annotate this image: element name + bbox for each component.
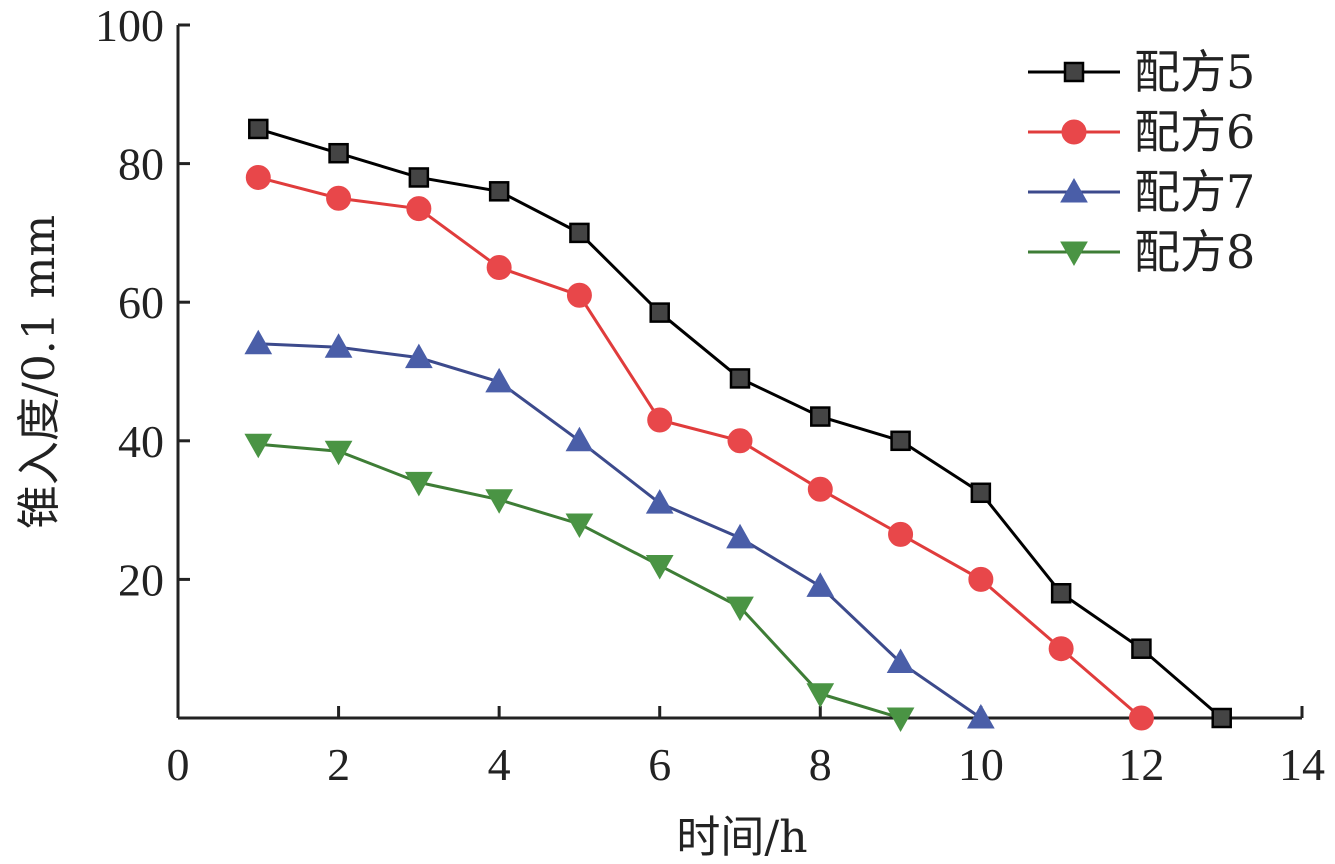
- data-point: [328, 142, 349, 164]
- data-point: [886, 648, 915, 674]
- x-tick-label: 10: [958, 739, 1004, 790]
- data-point: [1128, 705, 1154, 731]
- data-point: [326, 185, 352, 211]
- data-point: [726, 523, 754, 549]
- data-point: [1211, 707, 1232, 729]
- data-point: [968, 566, 994, 592]
- data-point: [485, 489, 513, 514]
- y-tick-label: 100: [95, 0, 164, 51]
- legend-entry-2: 配方6: [1028, 105, 1255, 159]
- data-point: [1050, 583, 1072, 604]
- y-tick-label: 20: [118, 554, 164, 605]
- data-point: [408, 167, 430, 188]
- data-point: [726, 596, 754, 622]
- series-line: [257, 176, 1143, 720]
- legend-entry-1: 配方5: [1028, 45, 1255, 99]
- data-point: [245, 164, 271, 190]
- data-point: [565, 426, 594, 452]
- data-point: [488, 181, 510, 202]
- data-point: [244, 329, 273, 355]
- x-tick-label: 12: [1118, 739, 1164, 790]
- series-2: [245, 164, 1154, 731]
- series-3: [244, 329, 995, 729]
- data-point: [806, 683, 835, 708]
- legend-label: 配方6: [1134, 105, 1255, 159]
- data-point: [645, 555, 674, 580]
- data-point: [888, 521, 914, 547]
- data-point: [810, 406, 831, 427]
- x-tick-label: 8: [809, 739, 832, 790]
- data-point: [566, 282, 592, 308]
- data-point: [485, 367, 513, 393]
- y-tick-label: 80: [118, 139, 164, 190]
- x-tick-label: 2: [327, 739, 350, 790]
- series-line: [258, 342, 982, 720]
- axes: 0 2 4 6 8 10 12 14 20 40 60 80 100: [95, 0, 1325, 790]
- series-4: [244, 433, 915, 733]
- data-point: [647, 407, 673, 433]
- data-point: [324, 333, 353, 358]
- series-line: [258, 442, 902, 720]
- data-point: [244, 433, 273, 459]
- data-point: [405, 343, 433, 369]
- data-point: [486, 255, 512, 281]
- series-line: [257, 127, 1223, 720]
- data-point: [649, 302, 670, 323]
- data-point: [807, 476, 833, 502]
- data-point: [1131, 638, 1152, 659]
- data-point: [1048, 636, 1074, 662]
- legend-entry-4: 配方8: [1028, 225, 1255, 279]
- data-point: [967, 703, 995, 729]
- data-point: [565, 513, 594, 538]
- series-layer: [244, 118, 1232, 733]
- data-point: [806, 572, 835, 597]
- legend: 配方5 配方6 配方7 配方8: [1028, 45, 1255, 279]
- x-tick-label: 0: [167, 739, 190, 790]
- data-point: [405, 471, 433, 497]
- data-point: [645, 489, 674, 514]
- data-point: [886, 707, 915, 733]
- series-1: [248, 118, 1232, 729]
- legend-label: 配方8: [1134, 225, 1255, 279]
- legend-label: 配方7: [1134, 165, 1255, 219]
- data-point: [248, 118, 269, 140]
- data-point: [324, 440, 353, 466]
- legend-marker: [1061, 119, 1087, 145]
- data-point: [406, 196, 432, 222]
- legend-marker: [1060, 241, 1088, 267]
- y-axis-title: 锥入度/0.1 mm: [14, 215, 65, 529]
- y-tick-label: 60: [118, 277, 164, 328]
- data-point: [727, 428, 753, 454]
- legend-marker: [1063, 61, 1085, 83]
- x-tick-label: 6: [648, 739, 671, 790]
- legend-marker: [1060, 177, 1088, 203]
- data-point: [729, 368, 751, 389]
- data-point: [569, 222, 590, 244]
- legend-label: 配方5: [1134, 45, 1255, 99]
- x-tick-label: 4: [488, 739, 511, 790]
- x-axis-title: 时间/h: [676, 812, 807, 863]
- x-tick-label: 14: [1279, 739, 1325, 790]
- data-point: [890, 430, 911, 452]
- data-point: [970, 482, 992, 504]
- y-tick-label: 40: [118, 416, 164, 467]
- legend-entry-3: 配方7: [1028, 165, 1255, 219]
